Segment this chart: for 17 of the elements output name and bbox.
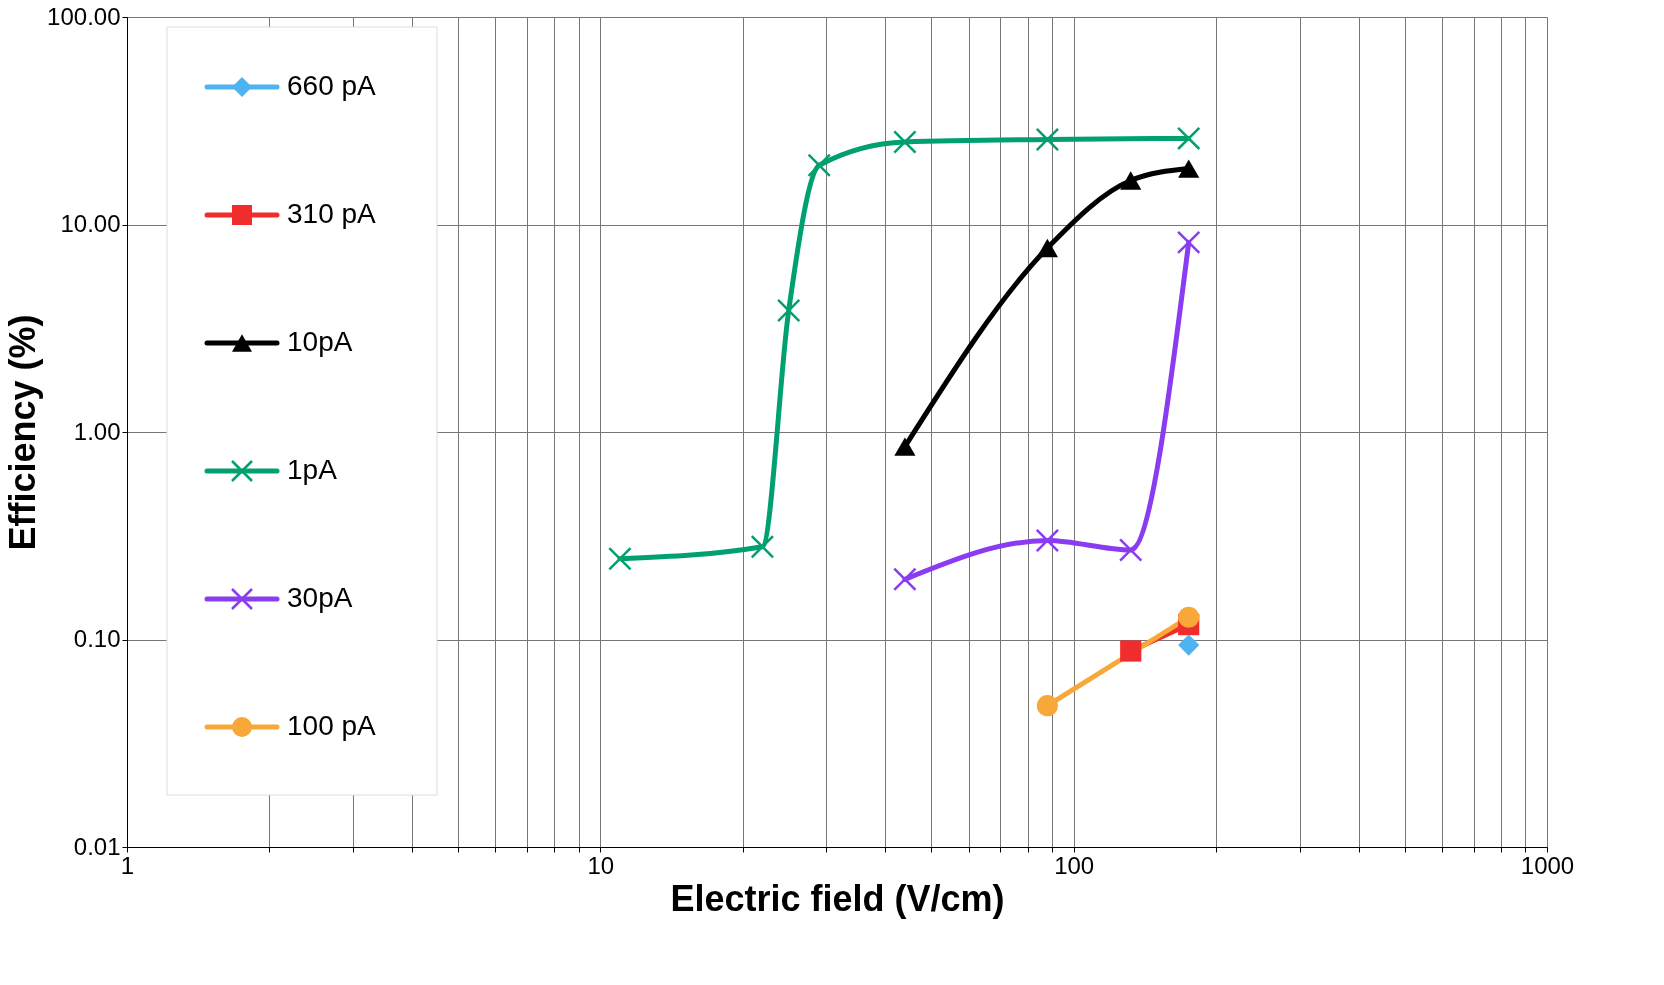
- legend-label: 30pA: [287, 582, 353, 613]
- y-tick-label: 100.00: [47, 2, 121, 30]
- y-tick-label: 10.00: [60, 210, 121, 237]
- x-tick-label: 1: [120, 851, 135, 879]
- y-tick-label: 0.10: [73, 625, 121, 652]
- legend-label: 310 pA: [287, 198, 377, 229]
- x-tick-label: 10: [587, 851, 615, 879]
- y-tick-label: 0.01: [73, 832, 121, 860]
- x-tick-label: 1000: [1520, 851, 1575, 879]
- y-tick-label: 1.00: [73, 417, 121, 445]
- legend-label: 100 pA: [287, 710, 377, 741]
- legend-label: 10pA: [287, 326, 353, 357]
- y-axis-title: Efficiency (%): [2, 314, 44, 551]
- legend-label: 660 pA: [287, 70, 377, 101]
- x-axis-title: Electric field (V/cm): [670, 877, 1005, 919]
- x-tick-label: 100: [1054, 851, 1095, 879]
- legend-label: 1pA: [287, 454, 338, 485]
